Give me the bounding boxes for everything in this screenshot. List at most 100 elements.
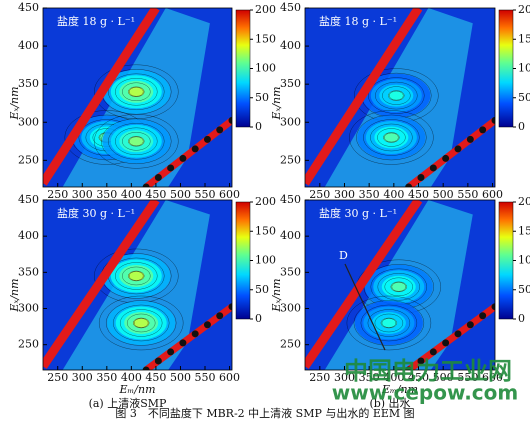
peak <box>380 317 398 329</box>
scatter-dot <box>466 321 474 329</box>
colorbar-tick-label: 200 <box>518 195 530 208</box>
contour-line <box>368 77 425 114</box>
scatter-dot <box>405 183 413 187</box>
colorbar <box>498 201 514 320</box>
plot-area <box>43 200 232 370</box>
figure-caption: 图 3 不同盐度下 MBR-2 中上清液 SMP 与出水的 EEM 图 <box>115 406 414 420</box>
scatter-dot <box>479 312 487 320</box>
x-tick-label: 600 <box>219 188 240 201</box>
scatter-dot <box>216 312 224 320</box>
peak <box>128 136 145 147</box>
scatter-dot <box>179 154 187 162</box>
x-tick-label: 450 <box>145 371 166 384</box>
contour-line <box>108 123 165 160</box>
contour-line <box>356 114 427 161</box>
annotation: D <box>339 249 348 262</box>
contour-line <box>115 262 158 290</box>
scatter-dot <box>203 321 211 329</box>
y-tick-label: 350 <box>18 265 39 278</box>
y-tick-label: 250 <box>18 338 39 351</box>
rayleigh-1 <box>43 200 160 369</box>
x-tick-label: 600 <box>482 188 503 201</box>
peak <box>132 317 150 329</box>
x-tick-label: 500 <box>433 188 454 201</box>
scatter-dot <box>154 357 162 365</box>
x-tick-label: 550 <box>457 188 478 201</box>
contour-line <box>122 82 151 101</box>
x-axis-label: Eₘ/nm <box>381 383 418 396</box>
x-tick-label: 250 <box>309 188 330 201</box>
watermark-name: 中国电力工业网 <box>344 357 512 385</box>
scatter-dot <box>442 154 450 162</box>
y-tick-label: 250 <box>18 153 39 166</box>
y-tick-label: 350 <box>280 77 301 90</box>
contour-line <box>346 295 432 351</box>
scatter-dot <box>142 366 150 370</box>
peak <box>383 132 400 143</box>
contour-line <box>129 87 144 97</box>
x-tick-label: 250 <box>47 371 68 384</box>
colorbar-tick-label: 150 <box>255 32 276 45</box>
x-tick-label: 450 <box>145 188 166 201</box>
scatter-dot <box>491 116 495 124</box>
x-tick-label: 350 <box>96 371 117 384</box>
contour-line <box>353 300 425 346</box>
panel-title: 盐度 30 g · L⁻¹ <box>57 206 135 220</box>
contour-line <box>129 271 144 281</box>
x-tick-label: 300 <box>334 371 355 384</box>
x-tick-label: 550 <box>195 188 216 201</box>
x-tick-label: 550 <box>195 371 216 384</box>
x-tick-label: 500 <box>170 188 191 201</box>
colorbar-tick-label: 200 <box>518 3 530 16</box>
contour-line <box>112 304 170 342</box>
peak <box>128 86 145 97</box>
colorbar-tick-label: 100 <box>255 62 276 75</box>
x-tick-label: 500 <box>433 371 454 384</box>
scatter-dot <box>466 135 474 143</box>
colorbar-tick-label: 150 <box>518 32 530 45</box>
scatter-dot <box>167 348 175 356</box>
x-tick-label: 300 <box>72 371 93 384</box>
contour-line <box>119 309 163 337</box>
y-axis-label: Eₓ/nm <box>8 278 21 312</box>
y-tick-label: 250 <box>280 338 301 351</box>
contour-line <box>377 273 420 301</box>
y-tick-label: 300 <box>18 115 39 128</box>
panel-caption: (b) 出水 <box>369 396 410 410</box>
x-tick-label: 450 <box>408 371 429 384</box>
colorbar <box>498 9 514 128</box>
scatter-dot <box>142 183 150 187</box>
peak <box>390 281 407 293</box>
contour-line <box>370 123 413 152</box>
colorbar-tick-label: 150 <box>255 224 276 237</box>
colorbar-tick-label: 200 <box>255 195 276 208</box>
y-tick-label: 400 <box>18 229 39 242</box>
contour-line <box>360 304 418 342</box>
colorbar-tick-label: 0 <box>518 312 525 325</box>
plot-area <box>43 8 232 187</box>
colorbar <box>235 9 251 128</box>
scatter-dot <box>454 330 462 338</box>
y-axis-label: Eₓ/nm <box>8 86 21 120</box>
colorbar-tick-label: 100 <box>518 254 530 267</box>
panel-title: 盐度 18 g · L⁻¹ <box>319 14 397 28</box>
colorbar-tick-label: 0 <box>255 120 262 133</box>
scatter-dot <box>417 357 425 365</box>
colorbar-tick-label: 200 <box>255 3 276 16</box>
x-tick-label: 300 <box>334 188 355 201</box>
y-tick-label: 250 <box>280 153 301 166</box>
x-tick-label: 250 <box>47 188 68 201</box>
scatter-dot <box>405 366 413 370</box>
contour-line <box>367 309 411 337</box>
colorbar-tick-label: 100 <box>518 62 530 75</box>
colorbar-tick-label: 0 <box>518 120 525 133</box>
plot-frame <box>304 7 496 188</box>
contour-line <box>391 282 406 292</box>
x-tick-label: 500 <box>170 371 191 384</box>
contour-line <box>384 132 399 143</box>
rayleigh-1 <box>305 8 423 186</box>
colorbar-tick-label: 50 <box>518 91 530 104</box>
colorbar-tick-label: 0 <box>255 312 262 325</box>
scatter-dot <box>454 145 462 153</box>
contour-line <box>126 313 156 333</box>
